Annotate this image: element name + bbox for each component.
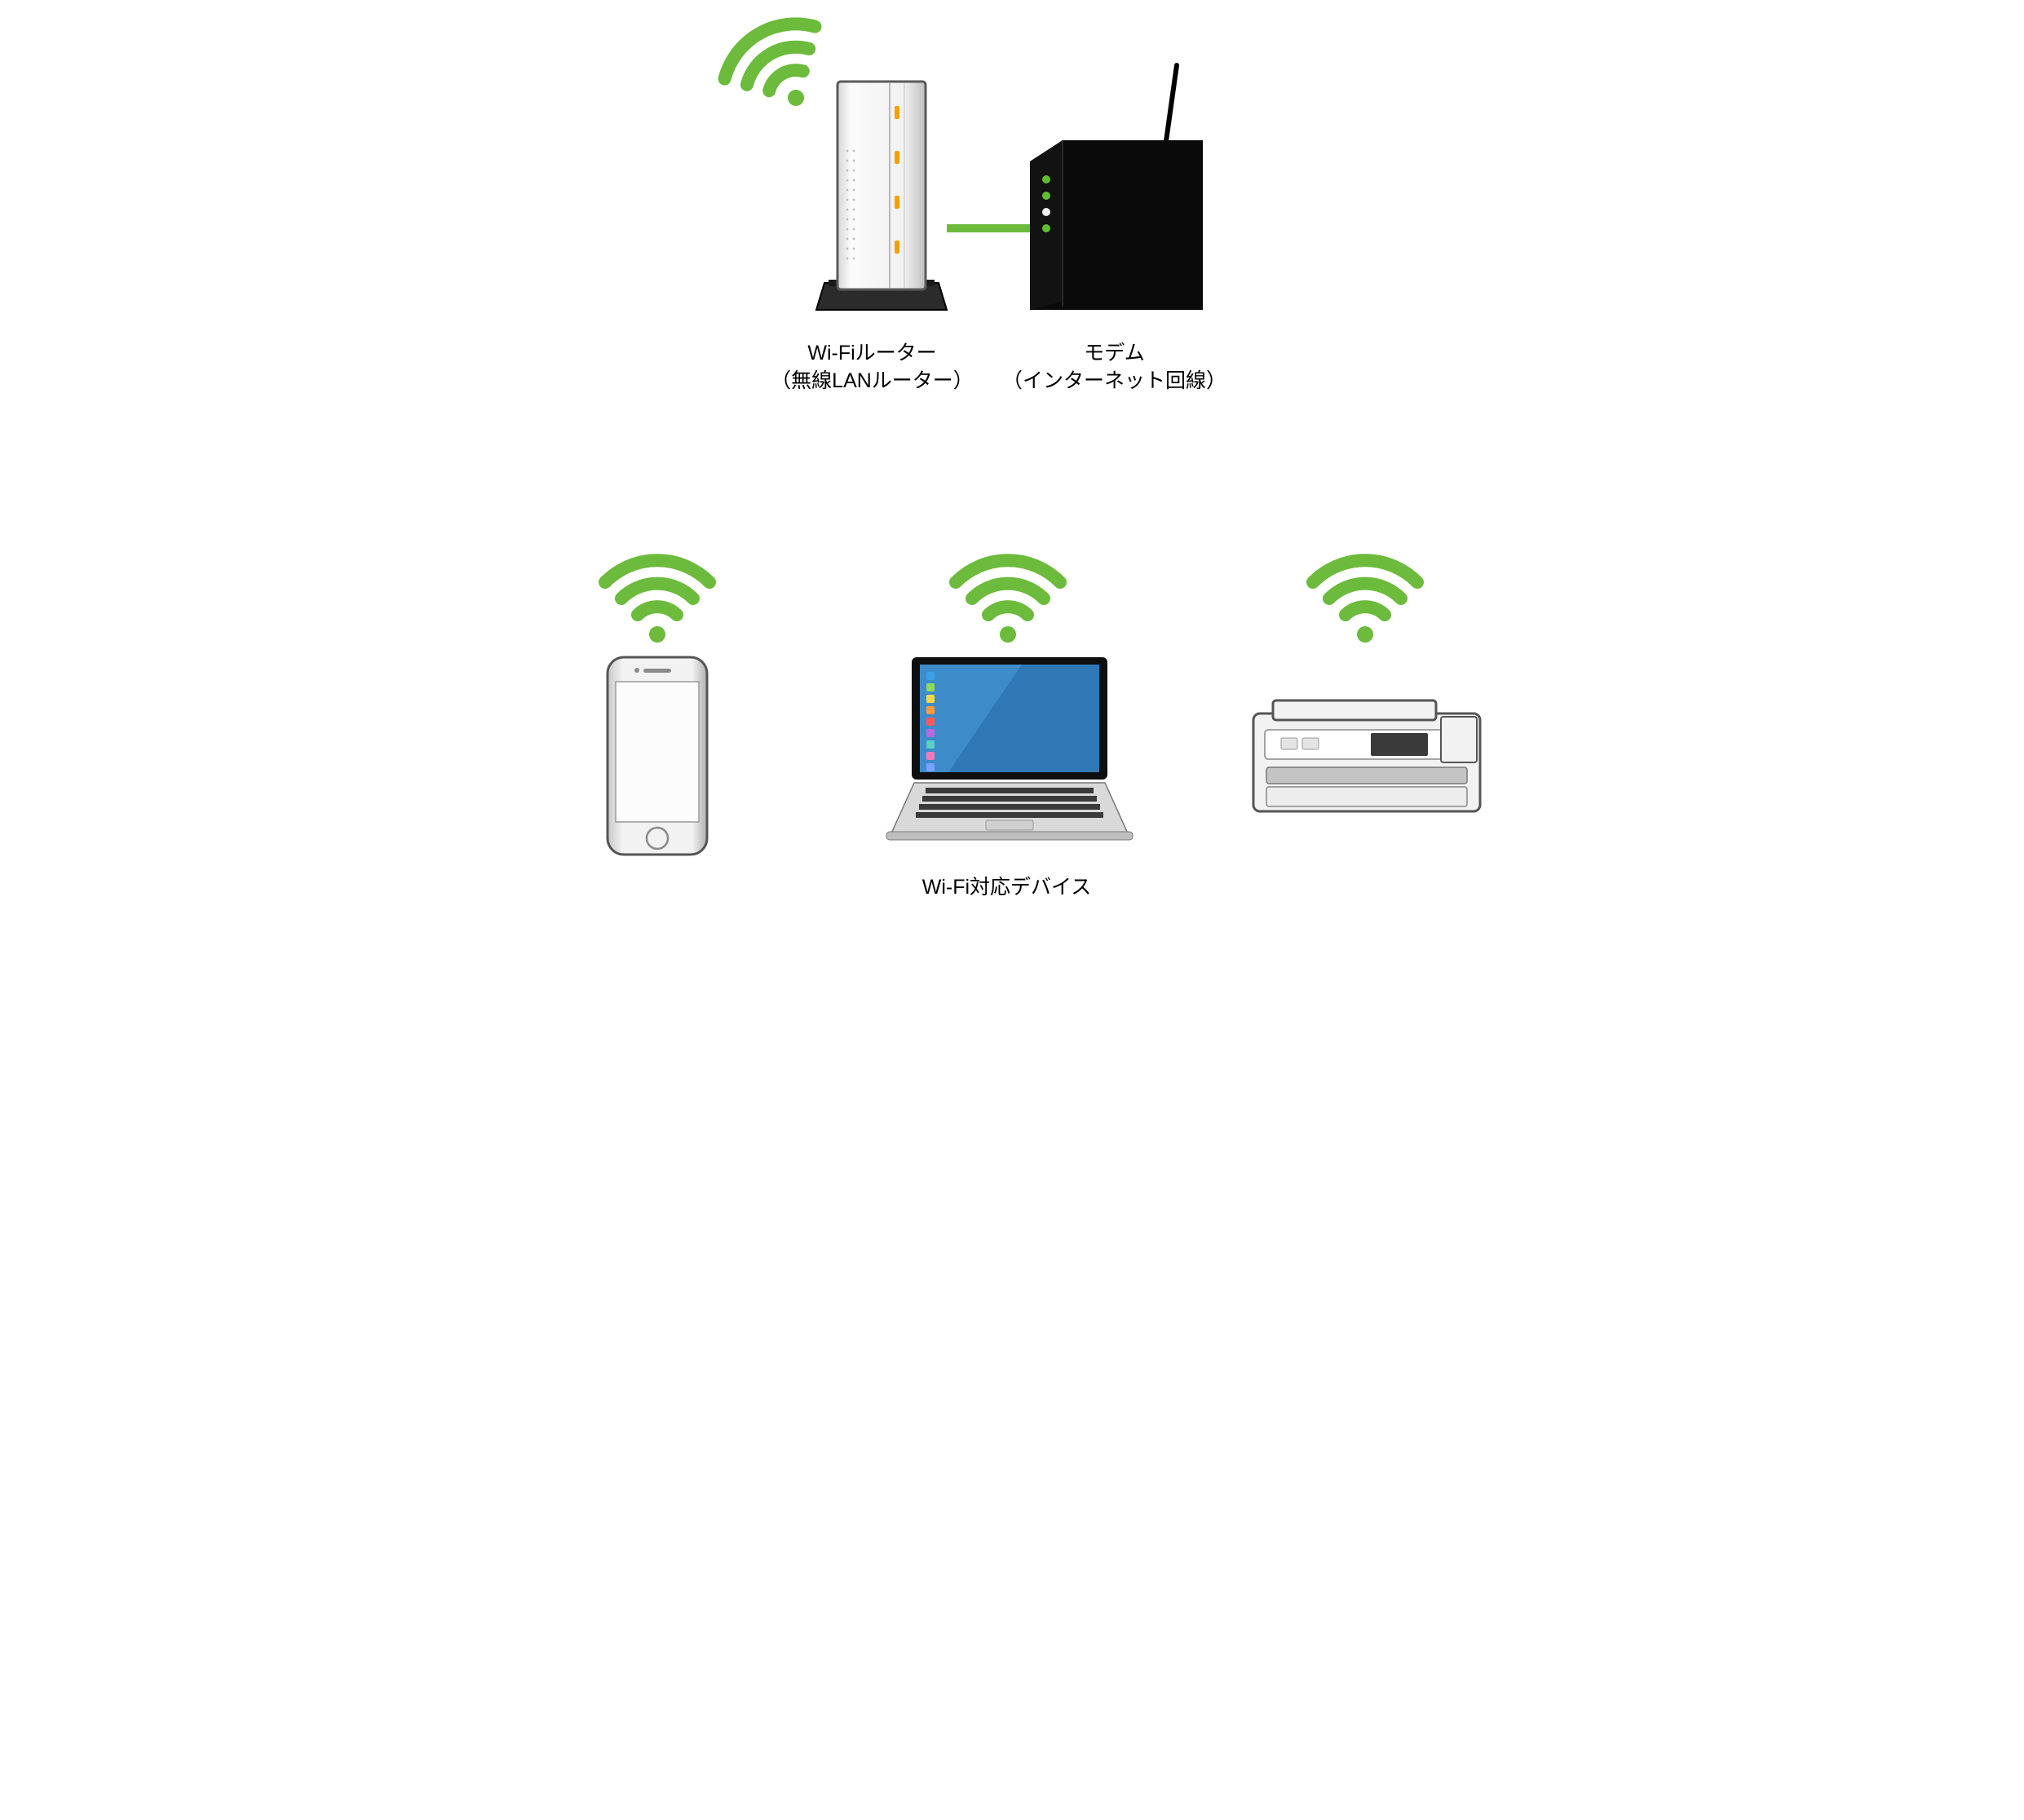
router-label-line2: （無線LANルーター）: [771, 369, 974, 392]
smartphone-device: [604, 654, 710, 858]
devices-label: Wi-Fi対応デバイス: [885, 874, 1129, 902]
modem-label-line2: （インターネット回線）: [1002, 369, 1226, 392]
wifi-icon: [1308, 545, 1422, 651]
laptop-device: [875, 652, 1144, 844]
devices-label-text: Wi-Fi対応デバイス: [922, 876, 1092, 899]
wifi-icon: [951, 545, 1065, 651]
router-label-line1: Wi-Fiルーター: [807, 342, 936, 364]
modem-label-line1: モデム: [1084, 342, 1145, 364]
modem-device: [1022, 65, 1217, 322]
network-diagram: Wi-Fiルーター （無線LANルーター） モデム （インターネット回線）: [506, 0, 1518, 910]
modem-label: モデム （インターネット回線）: [996, 340, 1234, 395]
router-label: Wi-Fiルーター （無線LANルーター）: [759, 340, 986, 395]
wifi-icon: [600, 545, 714, 651]
printer-device: [1248, 689, 1485, 828]
wifi-router-device: [808, 69, 955, 322]
